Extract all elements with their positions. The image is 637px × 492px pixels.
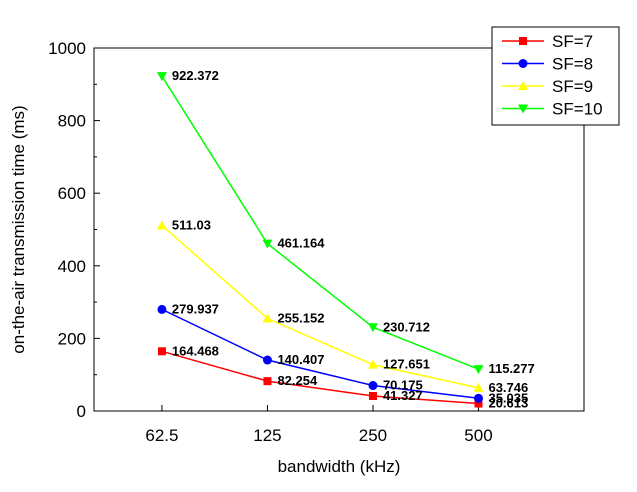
x-tick-label: 125	[253, 426, 281, 445]
data-label: 922.372	[172, 68, 219, 83]
y-tick-label: 800	[58, 112, 86, 131]
data-point	[473, 382, 484, 392]
data-point	[156, 220, 167, 230]
y-tick-label: 400	[58, 257, 86, 276]
data-point	[157, 304, 167, 314]
data-point	[262, 355, 272, 365]
data-label: 20.613	[488, 396, 528, 411]
data-label: 41.327	[383, 388, 423, 403]
data-label: 82.254	[277, 373, 318, 388]
y-axis-title: on-the-air transmission time (ms)	[9, 105, 28, 353]
x-axis-title: bandwidth (kHz)	[278, 457, 401, 476]
series-line	[161, 224, 479, 389]
data-label: 127.651	[383, 357, 430, 372]
data-label: 164.468	[172, 343, 219, 358]
y-tick-label: 0	[77, 402, 86, 421]
data-point	[157, 347, 166, 356]
data-label: 35.035	[488, 390, 528, 405]
series-line	[161, 308, 479, 400]
legend-marker	[518, 81, 528, 90]
data-point	[367, 323, 378, 333]
legend-label: SF=8	[552, 55, 593, 74]
legend-label: SF=9	[552, 77, 593, 96]
data-point	[473, 393, 483, 403]
data-point	[368, 381, 378, 391]
legend-marker	[518, 59, 528, 68]
series-sf-10	[156, 72, 484, 375]
data-point	[473, 365, 484, 375]
series-sf-8	[157, 304, 483, 403]
y-tick-label: 600	[58, 184, 86, 203]
data-label: 279.937	[172, 301, 219, 316]
data-label: 255.152	[277, 310, 324, 325]
x-tick-label: 500	[464, 426, 492, 445]
legend-marker	[518, 104, 528, 114]
data-label: 140.407	[277, 352, 324, 367]
series-line	[161, 75, 479, 370]
legend-label: SF=10	[552, 100, 603, 119]
legend-label: SF=7	[552, 32, 593, 51]
data-label: 63.746	[488, 380, 528, 395]
data-point	[262, 313, 273, 323]
series-line	[161, 350, 479, 405]
data-label: 461.164	[277, 236, 325, 251]
series-sf-9	[156, 220, 484, 392]
data-point	[263, 377, 272, 386]
data-point	[368, 391, 377, 400]
data-label: 70.175	[383, 378, 423, 393]
series-sf-7	[157, 347, 483, 408]
data-label: 511.03	[172, 217, 211, 232]
y-tick-label: 200	[58, 329, 86, 348]
data-point	[262, 239, 273, 249]
data-point	[156, 72, 167, 82]
data-label: 115.277	[488, 361, 534, 376]
legend-marker	[519, 37, 527, 45]
data-point	[367, 359, 378, 369]
y-tick-label: 1000	[48, 39, 86, 58]
legend: SF=7 SF=8 SF=9 SF=10	[491, 26, 620, 126]
x-tick-label: 62.5	[145, 426, 178, 445]
data-label: 230.712	[383, 319, 430, 334]
data-point	[474, 399, 483, 408]
x-tick-label: 250	[359, 426, 387, 445]
